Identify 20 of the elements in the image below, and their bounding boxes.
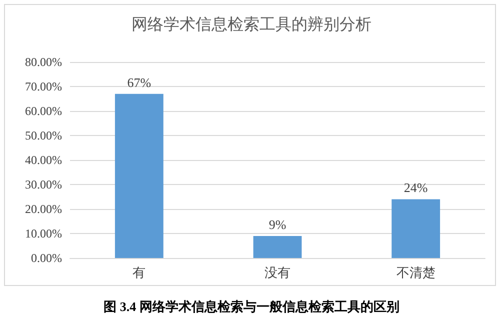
bar [114, 94, 164, 258]
y-tick-label: 30.00% [25, 178, 62, 192]
chart-title: 网络学术信息检索工具的辨别分析 [132, 16, 372, 34]
y-tick-label: 50.00% [25, 128, 62, 142]
y-tick-label: 80.00% [25, 55, 62, 69]
y-tick-label: 0.00% [31, 251, 62, 265]
y-tick-label: 20.00% [25, 202, 62, 216]
caption: 图 3.4 网络学术信息检索与一般信息检索工具的区别 [102, 298, 400, 316]
y-tick-label: 10.00% [25, 226, 62, 240]
y-tick-label: 60.00% [25, 104, 62, 118]
x-tick-label: 没有 [264, 265, 290, 280]
x-tick-label: 不清楚 [396, 265, 436, 280]
y-tick-label: 40.00% [25, 153, 62, 167]
bar [253, 236, 302, 258]
bar [392, 199, 440, 258]
y-tick-label: 70.00% [25, 80, 62, 94]
x-tick-label: 有 [132, 265, 146, 280]
data-label: 9% [268, 216, 286, 232]
data-label: 24% [404, 180, 428, 196]
data-label: 67% [127, 74, 152, 90]
